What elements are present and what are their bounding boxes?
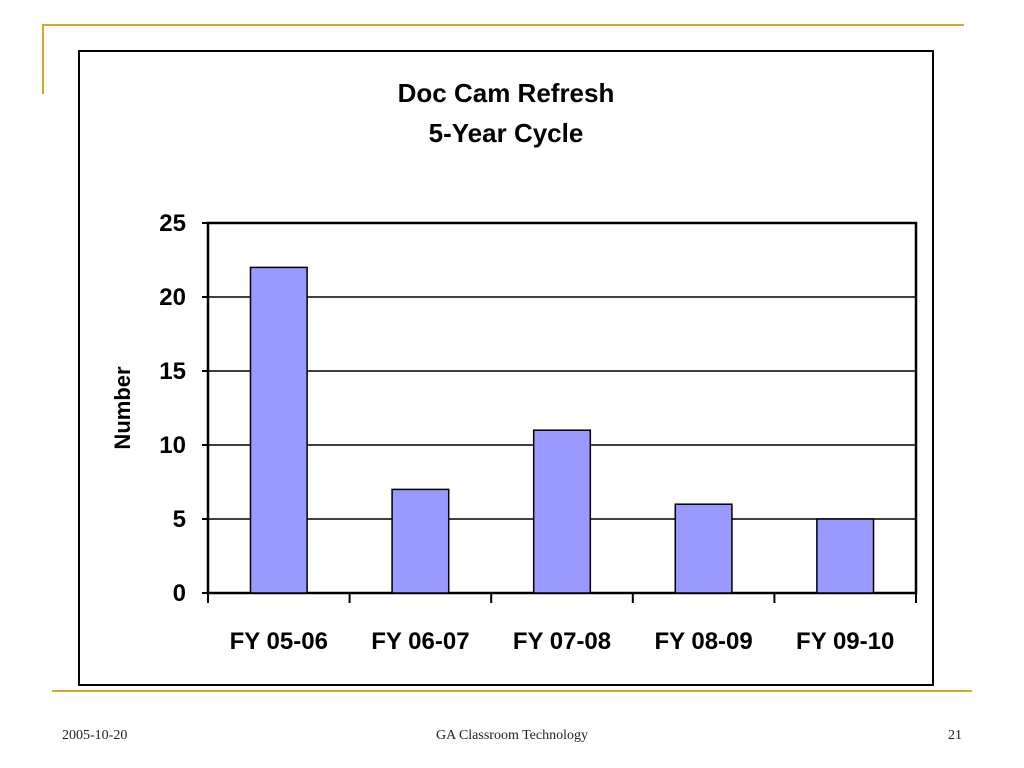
y-tick-label: 20 — [159, 284, 186, 311]
y-tick-label: 0 — [173, 580, 186, 607]
x-tick-label: FY 08-09 — [654, 628, 752, 655]
chart-title-line-1: Doc Cam Refresh — [397, 78, 615, 108]
x-tick-label: FY 05-06 — [230, 628, 328, 655]
decorative-left-line — [42, 24, 44, 94]
footer-page-number: 21 — [948, 728, 962, 743]
y-axis-title: Number — [110, 366, 135, 450]
x-tick-label: FY 09-10 — [796, 628, 894, 655]
chart-title-line-2: 5-Year Cycle — [428, 118, 584, 148]
y-tick-label: 15 — [159, 358, 186, 385]
footer-title: GA Classroom Technology — [436, 728, 588, 743]
bar-chart: 0 5 10 15 20 25 Number FY 05-06 FY 06-07 FY 07-08… — [110, 210, 918, 655]
bar-fy-06-07 — [391, 488, 450, 594]
y-tick-label: 5 — [173, 506, 186, 533]
bar-fy-09-10 — [816, 518, 875, 594]
y-tick-label: 25 — [159, 210, 186, 237]
y-tick-label: 10 — [159, 432, 186, 459]
bar-fy-05-06 — [249, 266, 308, 594]
bar-fy-08-09 — [674, 503, 733, 594]
footer-date: 2005-10-20 — [62, 728, 128, 743]
decorative-top-line — [44, 24, 964, 26]
decorative-bottom-line — [52, 690, 972, 692]
x-tick-label: FY 07-08 — [513, 628, 611, 655]
chart-frame: Doc Cam Refresh 5-Year Cycle 0 5 10 15 20 25 N… — [78, 50, 934, 686]
bar-fy-07-08 — [532, 429, 592, 594]
x-tick-label: FY 06-07 — [371, 628, 469, 655]
